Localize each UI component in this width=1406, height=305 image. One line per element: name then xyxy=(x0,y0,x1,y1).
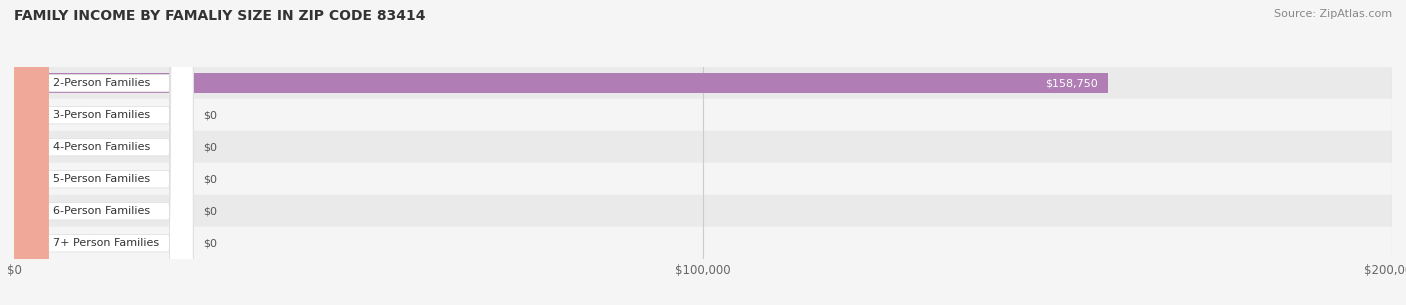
Bar xyxy=(14,201,20,221)
Circle shape xyxy=(15,0,48,305)
Bar xyxy=(14,105,20,125)
Bar xyxy=(14,233,20,253)
Text: 4-Person Families: 4-Person Families xyxy=(52,142,150,152)
Text: 3-Person Families: 3-Person Families xyxy=(52,110,150,120)
Text: $158,750: $158,750 xyxy=(1045,78,1098,88)
Text: 7+ Person Families: 7+ Person Families xyxy=(52,238,159,248)
Bar xyxy=(14,195,1392,227)
FancyBboxPatch shape xyxy=(14,0,193,305)
Circle shape xyxy=(15,0,48,305)
Text: 2-Person Families: 2-Person Families xyxy=(52,78,150,88)
Circle shape xyxy=(15,0,48,305)
Bar xyxy=(14,67,1392,99)
FancyBboxPatch shape xyxy=(14,0,193,305)
Text: FAMILY INCOME BY FAMALIY SIZE IN ZIP CODE 83414: FAMILY INCOME BY FAMALIY SIZE IN ZIP COD… xyxy=(14,9,426,23)
Text: $0: $0 xyxy=(204,238,218,248)
Text: 6-Person Families: 6-Person Families xyxy=(52,206,150,216)
FancyBboxPatch shape xyxy=(14,0,193,305)
Text: $0: $0 xyxy=(204,142,218,152)
Text: $0: $0 xyxy=(204,110,218,120)
Circle shape xyxy=(15,0,48,305)
FancyBboxPatch shape xyxy=(14,0,193,305)
Bar xyxy=(14,137,20,157)
Bar xyxy=(14,131,1392,163)
Text: Source: ZipAtlas.com: Source: ZipAtlas.com xyxy=(1274,9,1392,19)
FancyBboxPatch shape xyxy=(14,0,193,305)
Bar xyxy=(14,227,1392,259)
Bar xyxy=(14,99,1392,131)
Text: 5-Person Families: 5-Person Families xyxy=(52,174,150,184)
Bar xyxy=(14,73,1108,93)
FancyBboxPatch shape xyxy=(14,0,193,305)
Bar xyxy=(14,163,1392,195)
Text: $0: $0 xyxy=(204,174,218,184)
Text: $0: $0 xyxy=(204,206,218,216)
Bar xyxy=(14,169,20,189)
Circle shape xyxy=(15,0,48,305)
Circle shape xyxy=(15,0,48,305)
